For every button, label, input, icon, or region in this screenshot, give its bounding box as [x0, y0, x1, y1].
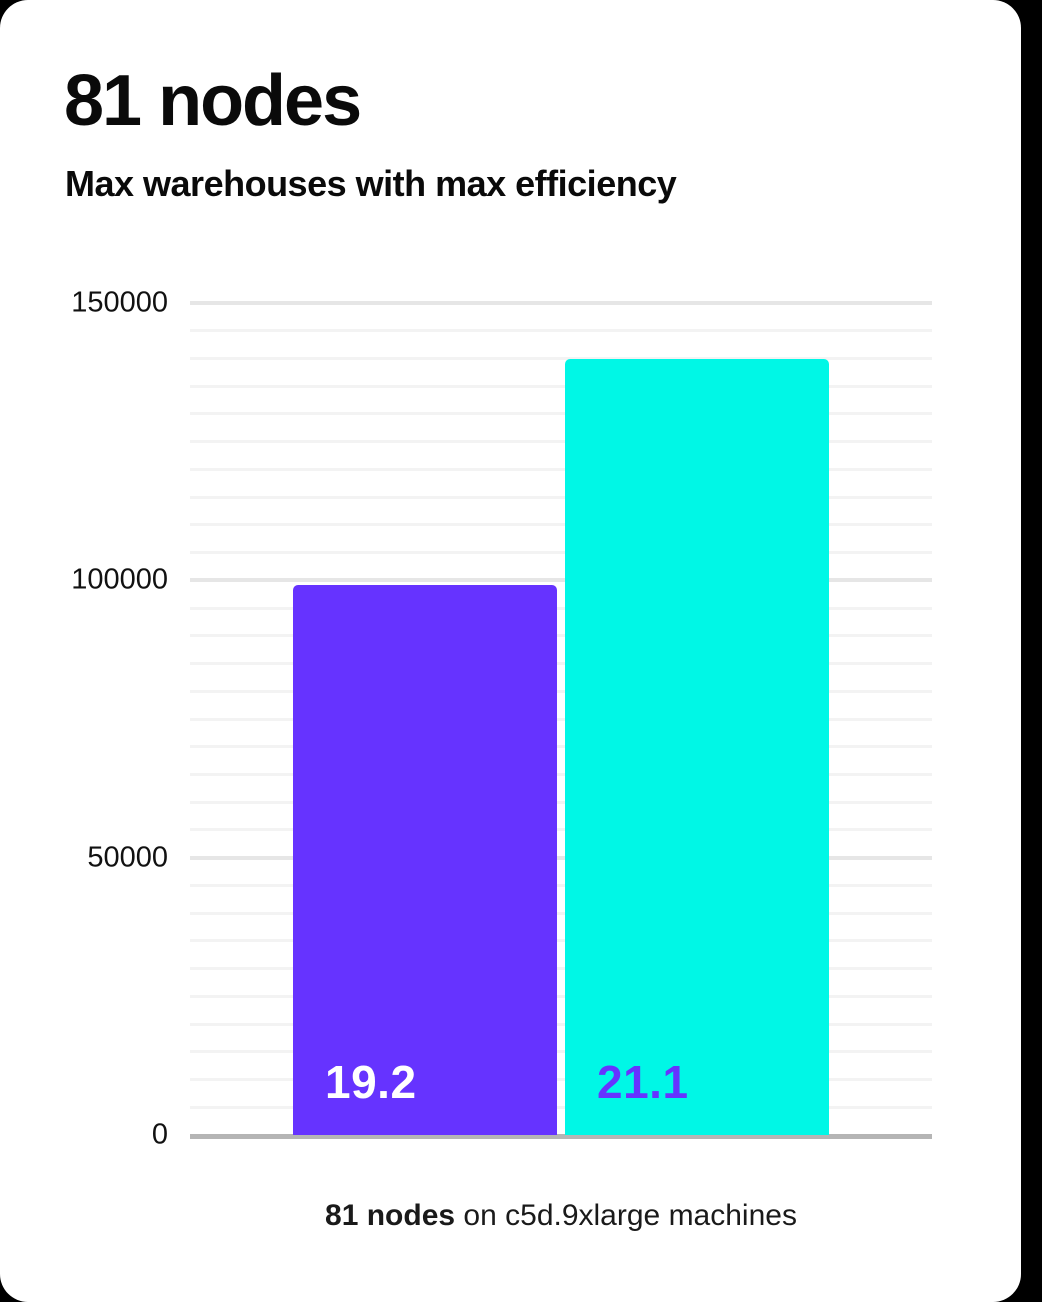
x-axis-line	[190, 1134, 932, 1139]
minor-gridline	[190, 634, 932, 638]
minor-gridline	[190, 412, 932, 416]
bars-group: 19.2 21.1	[293, 303, 829, 1135]
plot-area: 19.2 21.1	[190, 301, 932, 1139]
minor-gridline	[190, 467, 932, 471]
minor-gridline	[190, 1050, 932, 1054]
y-axis-tick-label: 150000	[71, 286, 168, 319]
page-subtitle: Max warehouses with max efficiency	[65, 163, 677, 204]
minor-gridline	[190, 606, 932, 610]
chart-card: 81 nodes Max warehouses with max efficie…	[0, 0, 1021, 1302]
minor-gridline	[190, 883, 932, 887]
y-axis: 0 50000 100000 150000	[0, 288, 168, 1149]
minor-gridline	[190, 329, 932, 333]
bar-value-label: 19.2	[325, 1056, 417, 1108]
minor-gridline	[190, 967, 932, 971]
major-gridline	[190, 578, 932, 583]
minor-gridline	[190, 440, 932, 444]
page-title: 81 nodes	[64, 61, 362, 141]
caption-bold-text: 81 nodes	[325, 1199, 456, 1232]
bar-1: 19.2	[293, 584, 557, 1135]
minor-gridline	[190, 1105, 932, 1109]
minor-gridline	[190, 1022, 932, 1026]
minor-gridline	[190, 939, 932, 943]
minor-gridline	[190, 356, 932, 360]
minor-gridline	[190, 800, 932, 804]
y-axis-tick-label: 0	[151, 1118, 168, 1151]
minor-gridline	[190, 717, 932, 721]
minor-gridline	[190, 384, 932, 388]
chart-caption: 81 nodes on c5d.9xlarge machines	[190, 1198, 932, 1234]
bar-2: 21.1	[565, 359, 829, 1135]
minor-gridline	[190, 1078, 932, 1082]
minor-gridline	[190, 689, 932, 693]
major-gridline	[190, 301, 932, 305]
bar-chart: 0 50000 100000 150000 19.2 21.1	[0, 288, 1021, 1149]
y-axis-tick-label: 50000	[87, 841, 168, 874]
minor-gridline	[190, 551, 932, 555]
major-gridline	[190, 855, 932, 860]
caption-regular-text: on c5d.9xlarge machines	[455, 1199, 797, 1232]
minor-gridline	[190, 662, 932, 666]
minor-gridline	[190, 994, 932, 998]
minor-gridline	[190, 772, 932, 776]
minor-gridline	[190, 523, 932, 527]
minor-gridline	[190, 495, 932, 499]
minor-gridline	[190, 745, 932, 749]
minor-gridline	[190, 911, 932, 915]
bar-value-label: 21.1	[597, 1056, 689, 1108]
minor-gridline	[190, 828, 932, 832]
y-axis-tick-label: 100000	[71, 563, 168, 596]
